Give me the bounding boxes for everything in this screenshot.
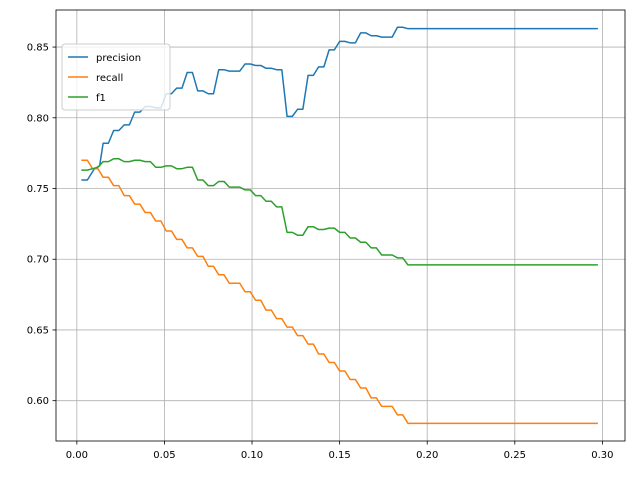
x-tick-label: 0.25 [504,450,526,461]
legend-label-f1: f1 [96,93,106,104]
x-tick-label: 0.30 [591,450,613,461]
y-tick-label: 0.70 [27,255,49,266]
x-tick-label: 0.15 [328,450,350,461]
x-tick-label: 0.10 [241,450,263,461]
y-tick-label: 0.65 [27,325,49,336]
legend-label-recall: recall [96,73,123,84]
x-tick-label: 0.05 [153,450,175,461]
legend: precision recall f1 [62,44,170,110]
legend-label-precision: precision [96,53,141,64]
y-tick-label: 0.85 [27,43,49,54]
x-tick-label: 0.00 [66,450,88,461]
y-tick-label: 0.60 [27,396,49,407]
x-tick-label: 0.20 [416,450,438,461]
y-tick-label: 0.80 [27,113,49,124]
y-tick-label: 0.75 [27,184,49,195]
